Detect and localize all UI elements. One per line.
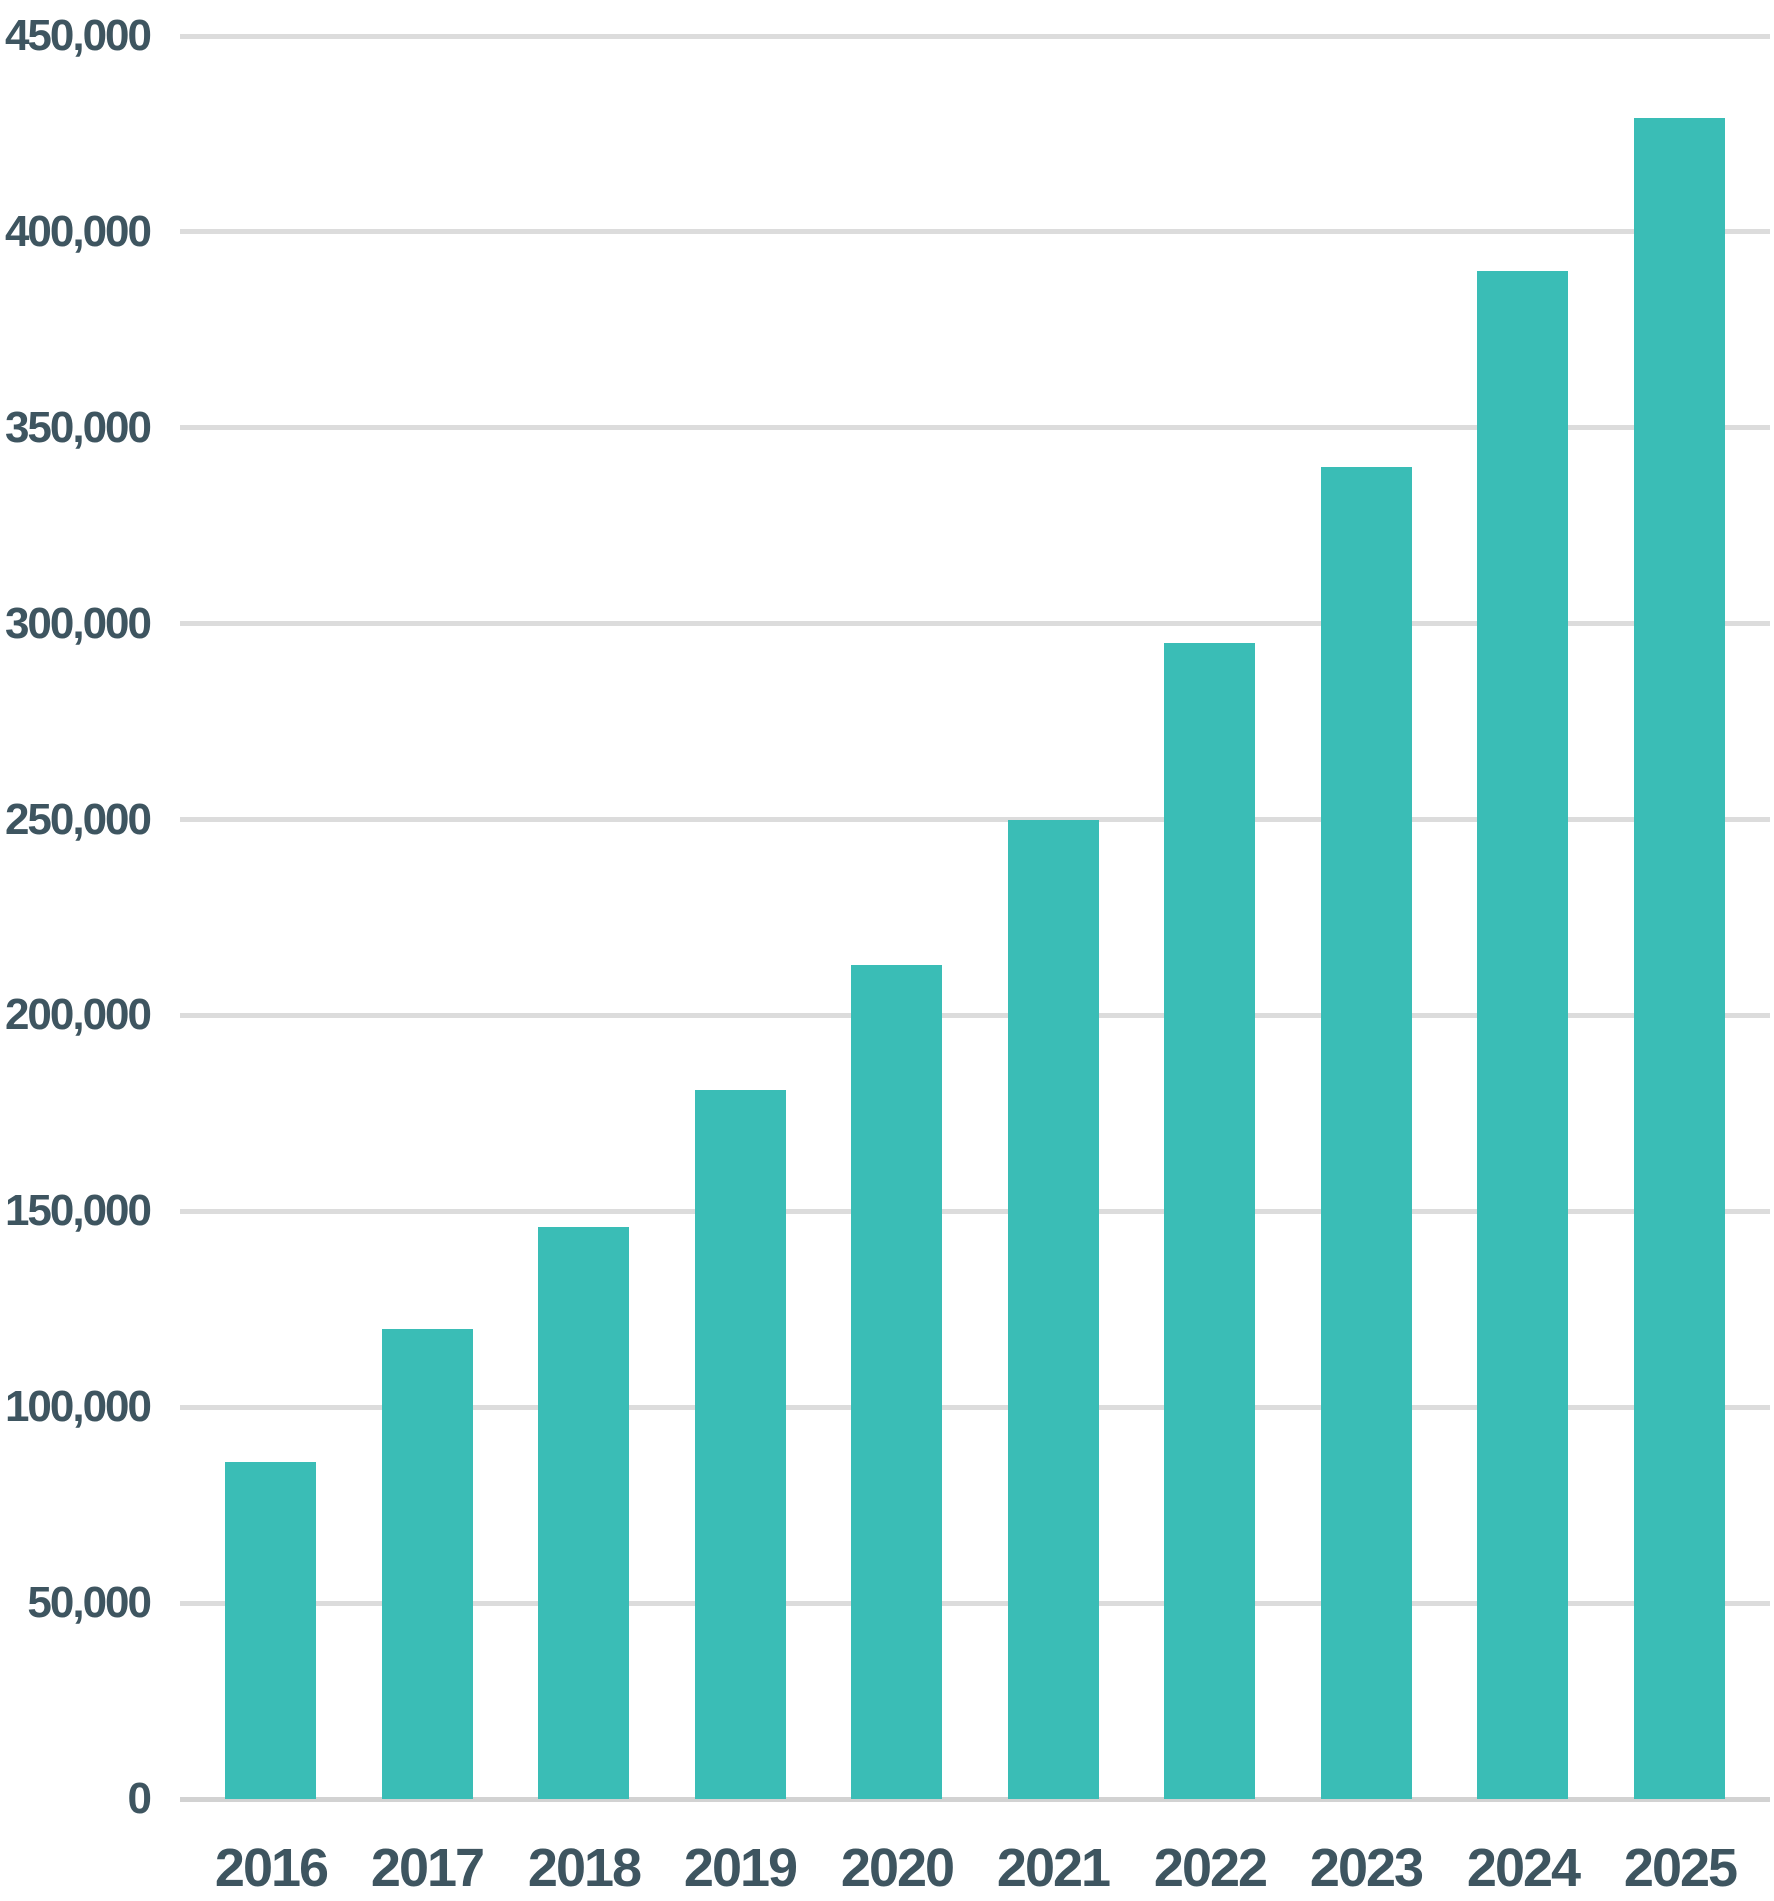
y-axis-tick-label: 250,000 bbox=[4, 795, 152, 844]
x-axis-tick-label: 2020 bbox=[840, 1838, 955, 1898]
gridline-250000 bbox=[180, 817, 1770, 822]
bar-2021 bbox=[1008, 820, 1099, 1799]
x-axis-tick-label: 2024 bbox=[1466, 1838, 1581, 1898]
bar-2023 bbox=[1321, 467, 1412, 1799]
bar-2019 bbox=[695, 1090, 786, 1799]
y-axis-tick-label: 200,000 bbox=[4, 990, 152, 1039]
y-axis-tick-label: 100,000 bbox=[4, 1382, 152, 1431]
gridline-200000 bbox=[180, 1013, 1770, 1018]
bar-2025 bbox=[1634, 118, 1725, 1799]
gridline-0 bbox=[180, 1797, 1770, 1802]
x-axis-tick-label: 2021 bbox=[996, 1838, 1111, 1898]
y-axis-tick-label: 400,000 bbox=[4, 207, 152, 256]
x-axis-tick-label: 2025 bbox=[1623, 1838, 1738, 1898]
y-axis-tick-label: 150,000 bbox=[4, 1186, 152, 1235]
gridline-300000 bbox=[180, 621, 1770, 626]
gridline-150000 bbox=[180, 1209, 1770, 1214]
gridline-350000 bbox=[180, 425, 1770, 430]
y-axis-tick-label: 50,000 bbox=[27, 1578, 152, 1627]
y-axis-tick-label: 350,000 bbox=[4, 403, 152, 452]
x-axis-tick-label: 2022 bbox=[1153, 1838, 1268, 1898]
bar-2016 bbox=[225, 1462, 316, 1799]
bar-2017 bbox=[382, 1329, 473, 1799]
gridline-100000 bbox=[180, 1405, 1770, 1410]
bar-2022 bbox=[1164, 643, 1255, 1799]
gridline-450000 bbox=[180, 34, 1770, 39]
x-axis-tick-label: 2017 bbox=[370, 1838, 485, 1898]
y-axis-tick-label: 0 bbox=[127, 1774, 152, 1823]
gridline-400000 bbox=[180, 229, 1770, 234]
bar-2018 bbox=[538, 1227, 629, 1799]
y-axis-tick-label: 300,000 bbox=[4, 599, 152, 648]
x-axis-tick-label: 2018 bbox=[527, 1838, 642, 1898]
bar-2024 bbox=[1477, 271, 1568, 1799]
x-axis-tick-label: 2019 bbox=[683, 1838, 798, 1898]
x-axis-tick-label: 2023 bbox=[1309, 1838, 1424, 1898]
gridline-50000 bbox=[180, 1601, 1770, 1606]
y-axis-tick-label: 450,000 bbox=[4, 11, 152, 60]
x-axis-tick-label: 2016 bbox=[214, 1838, 329, 1898]
bar-2020 bbox=[851, 965, 942, 1799]
